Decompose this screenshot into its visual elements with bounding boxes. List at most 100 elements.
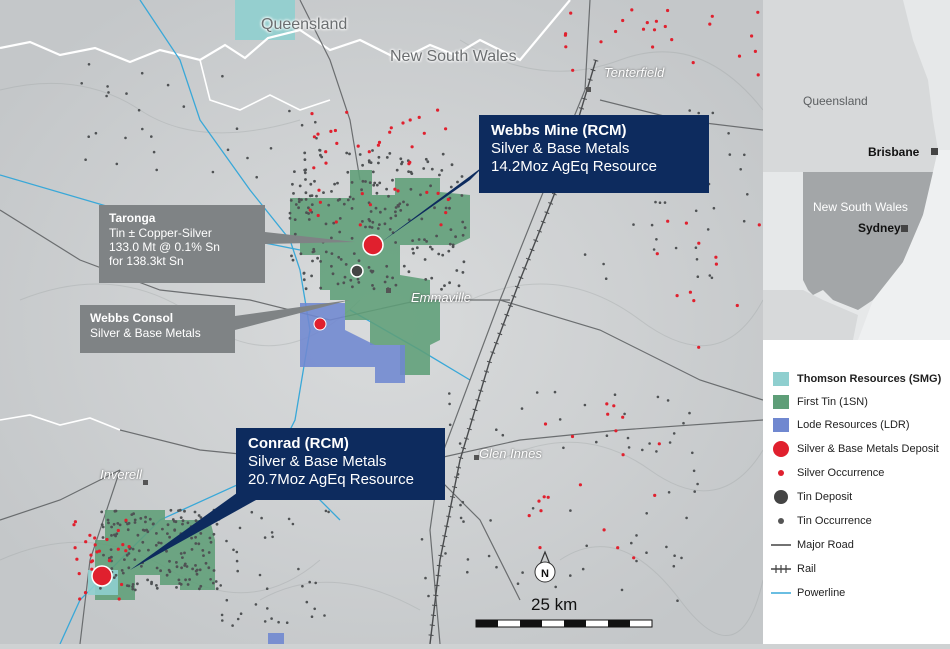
silver-occurrence-dot: [83, 591, 88, 595]
tin-occurrence-dot: [451, 245, 455, 249]
taronga-tin-deposit: [350, 264, 364, 278]
tin-occurrence-dot: [141, 127, 144, 131]
tin-occurrence-dot: [693, 490, 696, 493]
tin-occurrence-dot: [630, 541, 633, 545]
tin-occurrence-dot: [569, 574, 572, 577]
tin-occurrence-dot: [448, 423, 452, 427]
silver-occurrence-dot: [417, 115, 421, 119]
silver-occurrence-dot: [663, 24, 667, 29]
webbs-mine-line1: Silver & Base Metals: [491, 140, 630, 157]
tin-occurrence-dot: [310, 274, 313, 278]
tin-occurrence-dot: [367, 218, 371, 221]
tin-occurrence-dot: [101, 525, 105, 529]
tin-occurrence-dot: [185, 565, 189, 568]
tin-occurrence-dot: [342, 202, 346, 206]
tin-occurrence-dot: [349, 278, 353, 282]
map-area[interactable]: N Queensland New South Wales Tenterfield…: [0, 0, 764, 645]
tin-occurrence-dot: [360, 188, 363, 192]
silver-occurrence-dot: [77, 572, 81, 576]
taronga-leader: [265, 232, 355, 244]
tin-occurrence-dot: [110, 567, 114, 570]
tin-occurrence-dot: [131, 585, 135, 589]
tin-occurrence-dot: [373, 181, 377, 185]
tin-occurrence-dot: [391, 178, 394, 182]
tin-occurrence-dot: [131, 583, 135, 586]
tin-occurrence-dot: [487, 554, 491, 558]
tin-occurrence-dot: [441, 253, 445, 257]
taronga-line3: for 138.3kt Sn: [109, 254, 184, 268]
tin-occurrence-dot: [309, 182, 313, 186]
tin-occurrence-dot: [313, 179, 316, 183]
webbs-mine-callout[interactable]: Webbs Mine (RCM) Silver & Base Metals 14…: [479, 115, 709, 193]
silver-occurrence-dot: [605, 402, 609, 406]
silver-occurrence-dot: [335, 141, 339, 145]
tin-occurrence-dot: [378, 223, 381, 227]
silver-occurrence-dot: [436, 108, 440, 112]
tin-occurrence-dot: [602, 262, 605, 266]
tin-occurrence-dot: [350, 181, 354, 184]
tin-occurrence-dot: [201, 549, 205, 552]
tin-occurrence-dot: [466, 558, 470, 561]
tin-occurrence-dot: [338, 217, 342, 220]
tin-occurrence-dot: [441, 152, 445, 156]
inset-queensland-land: [763, 0, 938, 172]
tin-occurrence-dot: [448, 392, 451, 395]
silver-occurrence-dot: [652, 28, 657, 32]
tin-occurrence-dot: [258, 573, 262, 577]
silver-occurrence-dot: [621, 453, 625, 457]
tin-occurrence-dot: [463, 226, 467, 230]
tin-occurrence-dot: [558, 418, 562, 421]
tin-occurrence-dot: [650, 223, 654, 227]
tin-occurrence-dot: [448, 242, 452, 246]
tin-occurrence-dot: [330, 236, 333, 240]
tin-occurrence-dot: [304, 178, 307, 181]
tin-occurrence-dot: [288, 216, 292, 220]
silver-occurrence-dot: [97, 549, 101, 553]
tin-occurrence-dot: [339, 258, 343, 261]
tin-occurrence-dot: [105, 94, 108, 98]
tin-occurrence-dot: [535, 391, 539, 394]
tin-occurrence-dot: [291, 182, 294, 186]
tin-occurrence-dot: [197, 542, 201, 546]
tin-occurrence-dot: [367, 266, 371, 269]
tin-occurrence-dot: [303, 151, 307, 155]
tin-occurrence-dot: [427, 594, 430, 598]
tin-occurrence-dot: [378, 181, 382, 185]
tin-occurrence-dot: [131, 547, 135, 551]
map-canvas: N: [0, 0, 764, 645]
tin-occurrence-dot: [126, 528, 130, 532]
tin-occurrence-dot: [265, 587, 269, 590]
tin-occurrence-dot: [263, 620, 267, 623]
tin-occurrence-dot: [312, 250, 316, 253]
tin-occurrence-dot: [370, 226, 374, 229]
taronga-callout[interactable]: Taronga Tin ± Copper-Silver 133.0 Mt @ 0…: [99, 205, 265, 283]
tin-occurrence-dot: [343, 275, 347, 279]
tin-occurrence-dot: [172, 520, 176, 523]
silver-occurrence-dot: [90, 567, 94, 571]
tin-occurrence-dot: [387, 194, 390, 198]
tin-occurrence-dot: [236, 617, 240, 621]
tin-occurrence-dot: [288, 211, 292, 215]
legend-label: Tin Occurrence: [797, 515, 872, 527]
inset-nsw-land: [803, 172, 933, 310]
tin-occurrence-dot: [293, 232, 297, 236]
tin-occurrence-dot: [157, 541, 161, 545]
tin-occurrence-dot: [146, 578, 150, 582]
tin-occurrence-dot: [448, 281, 451, 285]
tin-occurrence-dot: [449, 228, 453, 232]
tin-occurrence-dot: [209, 578, 212, 581]
tin-occurrence-dot: [168, 535, 172, 539]
tin-occurrence-dot: [308, 580, 312, 584]
tin-occurrence-dot: [708, 274, 712, 277]
conrad-callout[interactable]: Conrad (RCM) Silver & Base Metals 20.7Mo…: [236, 428, 445, 500]
tin-occurrence-dot: [461, 271, 465, 274]
webbs-consol-callout[interactable]: Webbs Consol Silver & Base Metals: [80, 305, 235, 353]
tin-occurrence-dot: [409, 187, 413, 191]
tin-occurrence-dot: [411, 239, 414, 243]
silver-occurrence-dot: [563, 33, 568, 37]
silver-occurrence-dot: [425, 190, 429, 194]
tin-occurrence-dot: [288, 109, 291, 113]
tin-occurrence-dot: [396, 204, 400, 207]
tin-occurrence-dot: [419, 193, 422, 197]
tin-occurrence-dot: [423, 258, 427, 261]
